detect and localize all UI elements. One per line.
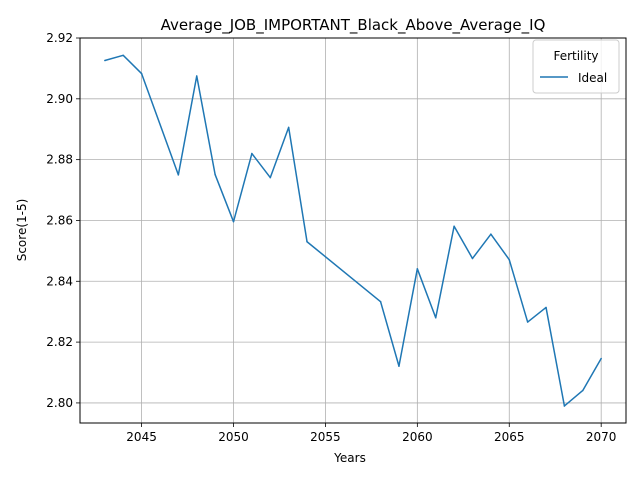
data-point: [582, 389, 584, 392]
x-tick-label: 2065: [494, 430, 525, 444]
data-point: [471, 257, 474, 260]
data-point: [434, 317, 437, 319]
data-point: [398, 365, 400, 367]
series-line-ideal: [104, 54, 602, 407]
y-tick-label: 2.90: [46, 92, 73, 106]
legend-title: Fertility: [553, 49, 598, 63]
plot-frame: [79, 37, 627, 424]
y-tick-label: 2.80: [46, 396, 73, 410]
axis-ticks: 2045 2050 2055 2060 2065 2070 2.80 2.82 2.84 2.86…: [46, 31, 616, 444]
data-point: [490, 233, 492, 235]
data-point: [251, 152, 253, 155]
series-layer: [104, 54, 602, 407]
data-point: [214, 173, 216, 176]
x-axis-label: Years: [333, 451, 366, 465]
data-point: [545, 306, 547, 309]
legend: Fertility Ideal: [532, 39, 620, 94]
data-point: [287, 126, 290, 129]
data-point: [508, 258, 511, 261]
data-point: [104, 59, 106, 62]
grid: [80, 37, 626, 423]
x-tick-label: 2045: [126, 430, 157, 444]
data-point: [563, 405, 566, 407]
data-point: [416, 268, 419, 270]
data-point: [195, 75, 198, 77]
y-tick-label: 2.84: [46, 274, 73, 288]
y-tick-label: 2.92: [46, 31, 73, 45]
data-point: [232, 220, 235, 223]
data-point: [140, 72, 143, 75]
legend-label-ideal: Ideal: [578, 71, 607, 85]
data-point: [600, 357, 602, 360]
data-point: [526, 321, 529, 323]
y-tick-label: 2.88: [46, 153, 73, 167]
data-point: [122, 54, 124, 57]
y-tick-label: 2.86: [46, 213, 73, 227]
data-point: [269, 176, 272, 179]
data-point: [177, 174, 180, 176]
data-point: [453, 225, 455, 227]
y-axis-label: Score(1-5): [15, 199, 29, 262]
x-tick-label: 2070: [586, 430, 617, 444]
data-point: [306, 241, 308, 243]
x-tick-label: 2050: [218, 430, 249, 444]
x-tick-label: 2060: [402, 430, 433, 444]
y-tick-label: 2.82: [46, 335, 73, 349]
x-tick-label: 2055: [310, 430, 341, 444]
legend-box: [532, 39, 620, 94]
chart-title: Average_JOB_IMPORTANT_Black_Above_Averag…: [161, 16, 546, 35]
data-point: [379, 300, 382, 303]
